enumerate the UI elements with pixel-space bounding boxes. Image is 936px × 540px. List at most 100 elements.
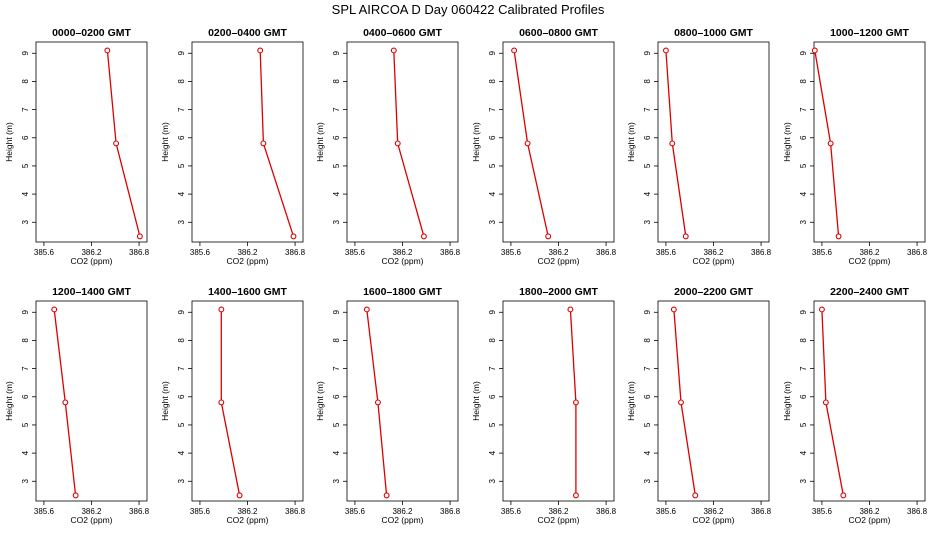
y-tick-label: 7 xyxy=(799,107,808,112)
profile-line xyxy=(673,309,696,496)
data-point xyxy=(682,233,689,240)
plot-frame xyxy=(346,41,459,243)
data-point xyxy=(420,233,427,240)
y-tick-label: 4 xyxy=(488,450,497,455)
y-tick-label: 6 xyxy=(643,135,652,140)
x-tick-label: 386.2 xyxy=(237,507,258,516)
x-tick-label: 386.8 xyxy=(440,507,461,516)
y-tick-label: 4 xyxy=(177,450,186,455)
data-point xyxy=(136,233,143,240)
data-point xyxy=(818,306,825,313)
profile-line xyxy=(106,50,141,237)
panel-8: 1600–1800 GMT 385.6 386.2 386.8 CO2 (ppm) 3 4 5… xyxy=(315,286,461,525)
y-tick-label: 6 xyxy=(21,135,30,140)
panel-5: 1000–1200 GMT 385.6 386.2 386.8 CO2 (ppm) 3 4 5… xyxy=(782,27,928,266)
plot-frame xyxy=(502,41,615,243)
x-tick-label: 386.8 xyxy=(440,248,461,257)
x-axis-label: CO2 (ppm) xyxy=(381,515,423,525)
y-tick-label: 4 xyxy=(799,450,808,455)
panel-title: 2200–2400 GMT xyxy=(830,286,909,298)
panel-title: 0400–0600 GMT xyxy=(363,27,442,39)
y-tick-label: 8 xyxy=(799,79,808,84)
y-axis-label: Height (m) xyxy=(160,122,170,162)
y-tick-label: 3 xyxy=(332,479,341,484)
y-tick-label: 3 xyxy=(643,479,652,484)
panel-title: 0200–0400 GMT xyxy=(208,27,287,39)
y-tick-label: 4 xyxy=(643,450,652,455)
x-tick-label: 386.2 xyxy=(81,248,102,257)
x-tick-label: 386.2 xyxy=(548,507,569,516)
y-tick-label: 5 xyxy=(799,163,808,168)
x-tick-label: 386.2 xyxy=(392,507,413,516)
data-point xyxy=(113,140,120,147)
panel-9: 1800–2000 GMT 385.6 386.2 386.8 CO2 (ppm) 3 4 5… xyxy=(471,286,617,525)
y-tick-label: 3 xyxy=(488,220,497,225)
x-axis-label: CO2 (ppm) xyxy=(537,515,579,525)
y-tick-label: 7 xyxy=(488,107,497,112)
data-point xyxy=(827,140,834,147)
y-tick-label: 3 xyxy=(643,220,652,225)
data-point xyxy=(394,140,401,147)
y-tick-label: 9 xyxy=(21,50,30,55)
x-tick-label: 385.6 xyxy=(345,507,366,516)
y-tick-label: 8 xyxy=(21,79,30,84)
y-tick-label: 7 xyxy=(332,107,341,112)
x-tick-label: 385.6 xyxy=(656,507,677,516)
data-point xyxy=(390,47,397,54)
y-axis-label: Height (m) xyxy=(4,122,14,162)
plot-frame xyxy=(35,300,148,502)
plot-frame xyxy=(346,300,459,502)
y-tick-label: 7 xyxy=(177,107,186,112)
x-axis-label: CO2 (ppm) xyxy=(226,256,268,266)
y-tick-label: 5 xyxy=(332,422,341,427)
y-tick-label: 3 xyxy=(21,220,30,225)
panel-0: 0000–0200 GMT 385.6 386.2 386.8 CO2 (ppm) 3 4 5… xyxy=(4,27,150,266)
panel-10: 2000–2200 GMT 385.6 386.2 386.8 CO2 (ppm) 3 4 5… xyxy=(626,286,772,525)
y-axis-label: Height (m) xyxy=(315,122,325,162)
x-axis-label: CO2 (ppm) xyxy=(226,515,268,525)
x-tick-label: 386.8 xyxy=(285,507,306,516)
x-tick-label: 386.8 xyxy=(907,507,928,516)
x-tick-label: 386.2 xyxy=(859,248,880,257)
data-point xyxy=(835,233,842,240)
plot-frame xyxy=(191,300,304,502)
x-axis-label: CO2 (ppm) xyxy=(848,256,890,266)
panel-title: 1000–1200 GMT xyxy=(830,27,909,39)
y-tick-label: 5 xyxy=(643,163,652,168)
data-point xyxy=(72,492,79,499)
panel-title: 0800–1000 GMT xyxy=(674,27,753,39)
panel-7: 1400–1600 GMT 385.6 386.2 386.8 CO2 (ppm) 3 4 5… xyxy=(160,286,306,525)
y-tick-label: 9 xyxy=(177,309,186,314)
y-tick-label: 4 xyxy=(332,450,341,455)
x-axis-label: CO2 (ppm) xyxy=(381,256,423,266)
plot-frame xyxy=(813,300,926,502)
y-tick-label: 7 xyxy=(643,366,652,371)
panel-11: 2200–2400 GMT 385.6 386.2 386.8 CO2 (ppm) 3 4 5… xyxy=(782,286,928,525)
y-tick-label: 7 xyxy=(21,107,30,112)
data-point xyxy=(822,399,829,406)
panel-4: 0800–1000 GMT 385.6 386.2 386.8 CO2 (ppm) 3 4 5… xyxy=(626,27,772,266)
data-point xyxy=(669,140,676,147)
y-tick-label: 5 xyxy=(488,422,497,427)
x-tick-label: 386.8 xyxy=(596,248,617,257)
data-point xyxy=(257,47,264,54)
y-tick-label: 5 xyxy=(488,163,497,168)
y-tick-label: 9 xyxy=(799,309,808,314)
y-tick-label: 8 xyxy=(177,79,186,84)
panel-1: 0200–0400 GMT 385.6 386.2 386.8 CO2 (ppm) 3 4 5… xyxy=(160,27,306,266)
y-tick-label: 5 xyxy=(21,422,30,427)
y-tick-label: 9 xyxy=(332,50,341,55)
y-tick-label: 4 xyxy=(177,191,186,196)
x-tick-label: 385.6 xyxy=(34,248,55,257)
data-point xyxy=(524,140,531,147)
data-point xyxy=(51,306,58,313)
x-tick-label: 386.2 xyxy=(237,248,258,257)
plot-frame xyxy=(191,41,304,243)
y-tick-label: 9 xyxy=(332,309,341,314)
y-tick-label: 9 xyxy=(799,50,808,55)
data-point xyxy=(840,492,847,499)
x-tick-label: 385.6 xyxy=(34,507,55,516)
y-tick-label: 5 xyxy=(21,163,30,168)
data-point xyxy=(662,47,669,54)
